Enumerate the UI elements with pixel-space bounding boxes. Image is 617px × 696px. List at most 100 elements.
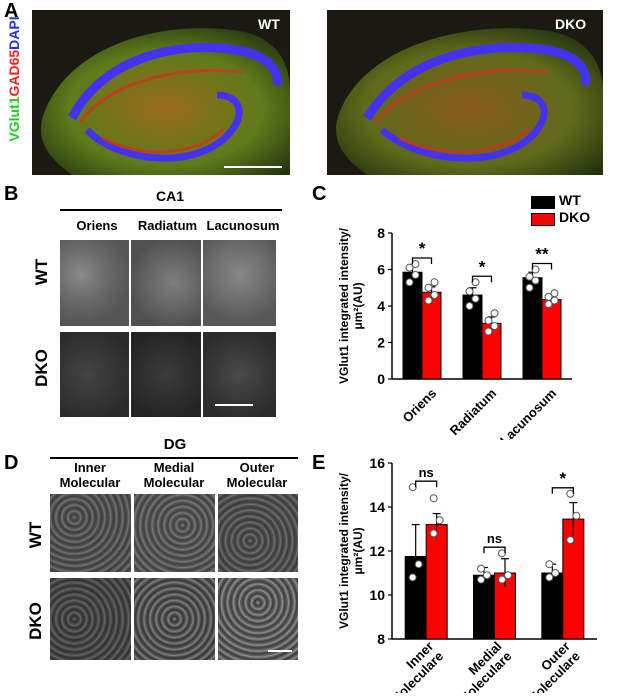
y-axis-label: VGlut1 integrated intensity/μm²(AU) [337, 472, 365, 629]
ca1-dko-oriens-image [60, 332, 129, 417]
data-point [531, 276, 540, 285]
stain-label: VGlut1GAD65DAPI [6, 4, 24, 154]
data-point [408, 483, 417, 492]
data-point [504, 571, 512, 580]
bar [522, 277, 543, 380]
data-point [483, 571, 491, 580]
legend-dko-swatch [531, 213, 555, 226]
x-tick-label: Lacunosum [497, 386, 559, 440]
data-point [525, 272, 534, 281]
scale-bar [268, 650, 292, 652]
significance-label: * [479, 257, 486, 276]
data-point [424, 283, 433, 292]
data-point [465, 302, 474, 310]
data-point [429, 529, 438, 538]
bar [473, 574, 495, 640]
data-point [484, 316, 493, 325]
data-point [411, 270, 420, 279]
panel-d-col-medial: Medial Molecular [143, 460, 205, 490]
legend-wt-swatch [531, 196, 555, 209]
panel-d-col-inner: Inner Molecular [59, 460, 121, 490]
dg-dko-outer-image [218, 578, 298, 660]
panel-b-divider [60, 209, 282, 211]
panel-d-row-dko: DKO [26, 602, 45, 640]
ca1-wt-radiatum-image [131, 240, 201, 326]
ca1-dko-radiatum-image [131, 332, 201, 417]
y-tick-label: 10 [369, 587, 385, 603]
chart-c: VGlut1 integrated intensity/μm²(AU) 0 2 4 6 8… [337, 225, 572, 440]
bar [541, 572, 564, 640]
panel-label-e: E [312, 452, 326, 474]
bar [421, 291, 442, 380]
panel-b-col-oriens: Oriens [76, 218, 118, 233]
data-point [471, 294, 480, 303]
data-point [429, 494, 438, 503]
x-tick-label: InnerMoleculare [378, 639, 447, 693]
data-point [545, 560, 554, 569]
panel-b-col-radiatum: Radiatum [137, 218, 198, 233]
significance-label: ns [419, 465, 434, 480]
panel-b-row-dko: DKO [32, 349, 51, 387]
legend-wt-label: WT [559, 192, 581, 208]
data-point [405, 263, 414, 272]
panel-label-b: B [4, 183, 19, 205]
dg-wt-medial-image [134, 494, 215, 572]
data-point [430, 278, 439, 287]
bar [425, 524, 448, 640]
significance-bracket [483, 546, 506, 554]
significance-label: * [419, 239, 426, 258]
panel-d-region-title: DG [163, 436, 187, 453]
dg-dko-medial-image [134, 578, 215, 660]
image-wt-label: WT [258, 16, 280, 32]
significance-bracket [551, 487, 574, 494]
data-point [498, 575, 506, 584]
y-tick-label: 6 [377, 262, 385, 278]
data-point [490, 322, 499, 331]
y-tick-label: 2 [377, 335, 385, 351]
data-point [424, 296, 433, 305]
hippocampus-image-dko: DKO [327, 10, 603, 175]
stain-vglut1-label: VGlut1 [6, 96, 22, 142]
stain-dapi-label: DAPI [6, 16, 22, 50]
y-tick-label: 4 [377, 298, 385, 314]
panel-d-col-outer: Outer Molecular [226, 460, 288, 490]
significance-label: * [560, 469, 567, 488]
panel-b-region-title: CA1 [155, 188, 184, 204]
panel-d-row-wt: WT [26, 521, 45, 549]
data-point [414, 560, 423, 569]
significance-bracket [415, 480, 438, 488]
significance-bracket [471, 275, 493, 283]
data-point [525, 283, 534, 292]
dg-wt-outer-image [218, 494, 298, 572]
x-tick-label: OuterMoleculare [514, 639, 583, 693]
ca1-wt-lacunosum-image [203, 240, 276, 326]
data-point [405, 278, 414, 287]
data-point [430, 291, 439, 300]
dg-dko-inner-image [50, 578, 131, 660]
y-tick-label: 8 [377, 631, 385, 647]
data-point [477, 564, 485, 573]
panel-d-divider [50, 457, 298, 459]
panel-label-a: A [4, 0, 19, 22]
x-tick-label: MedialMoleculare [446, 639, 515, 693]
data-point [484, 327, 493, 336]
x-tick-label: Radiatum [447, 386, 499, 438]
panel-b-row-wt: WT [32, 258, 51, 286]
significance-bracket [411, 257, 433, 265]
chart-e: VGlut1 integrated intensity/μm²(AU) 8 10 12… [337, 455, 597, 693]
data-point [550, 289, 559, 298]
legend-dko-label: DKO [559, 209, 591, 225]
data-point [435, 516, 444, 525]
ca1-wt-oriens-image [60, 240, 129, 326]
data-point [408, 573, 417, 582]
hippocampus-wt-drawing [32, 10, 290, 175]
data-point [544, 292, 553, 301]
y-tick-label: 0 [377, 371, 385, 387]
data-point [566, 536, 575, 544]
data-point [465, 287, 474, 296]
data-point [498, 549, 506, 558]
image-dko-label: DKO [555, 16, 587, 32]
bar [562, 518, 585, 640]
panel-b-col-lacunosum: Lacunosum [206, 218, 280, 233]
y-tick-label: 16 [369, 455, 385, 471]
